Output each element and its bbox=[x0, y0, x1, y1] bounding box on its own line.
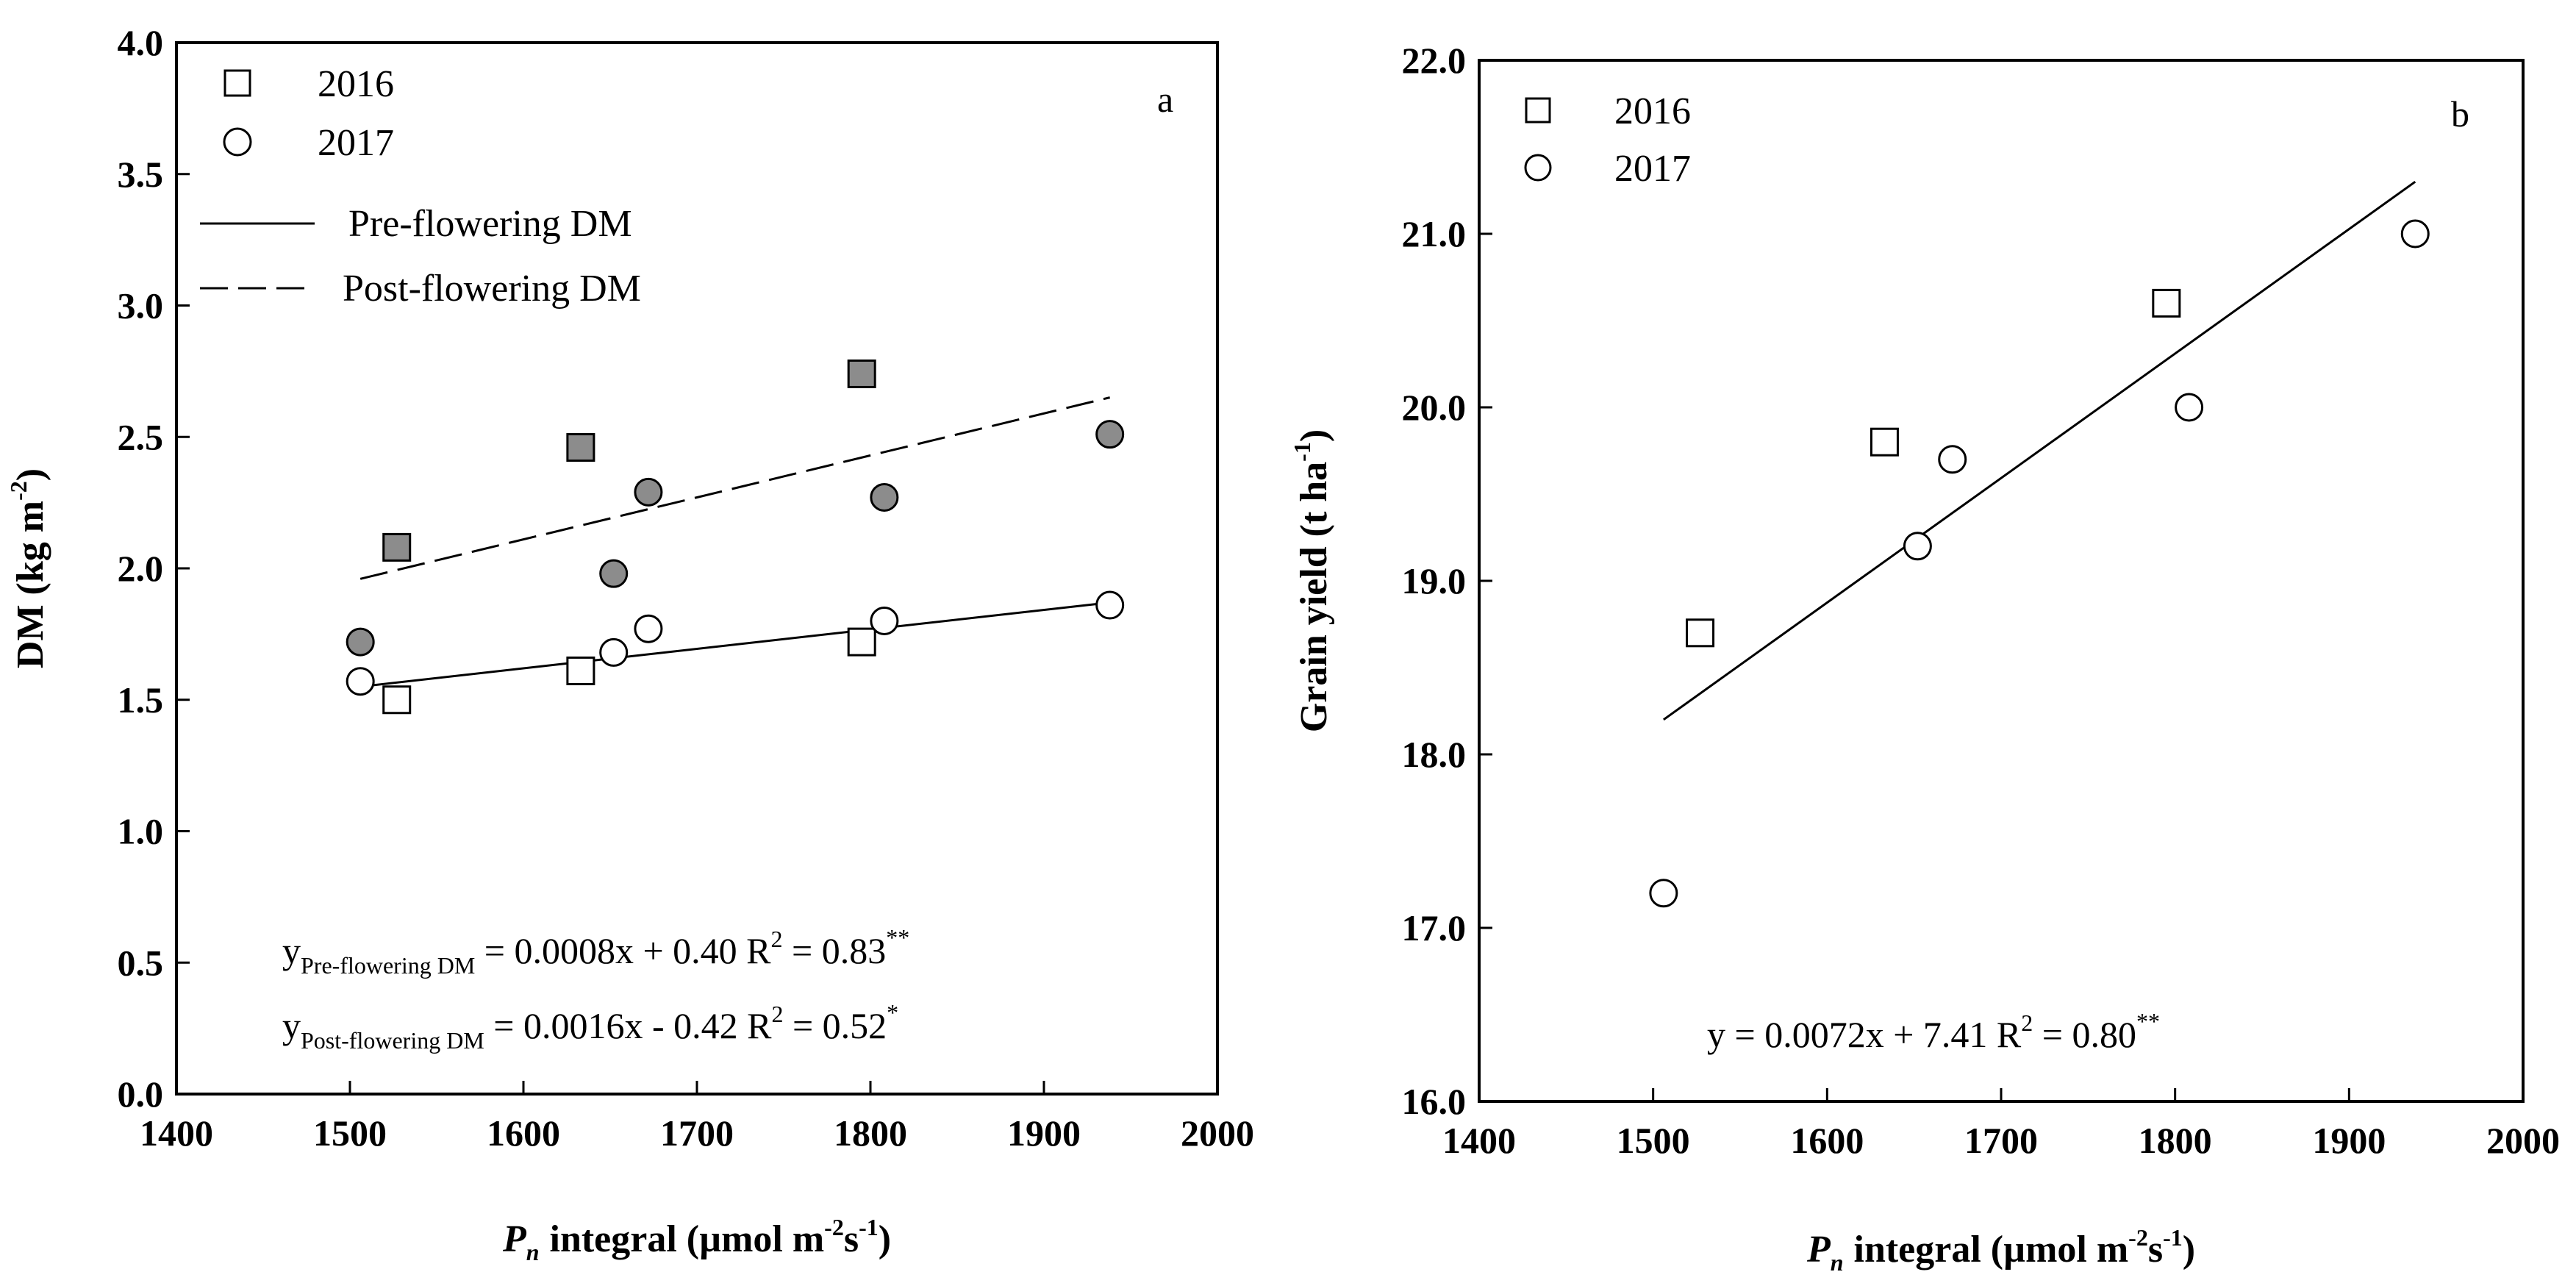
panel-b-points bbox=[1649, 219, 2430, 908]
panel-a-point-circle bbox=[346, 627, 375, 657]
panel-a-x-tick-label: 1600 bbox=[487, 1112, 560, 1154]
panel-b-x-axis-title: Pn integral (µmol m-2s-1) bbox=[1806, 1224, 2195, 1276]
panel-b-y-tick-label: 22.0 bbox=[1402, 40, 1467, 81]
panel-b-ticks: 1400 1500 1600 1700 1800 1900 2000 16.0 17.0 18.0… bbox=[1402, 40, 2561, 1161]
panel-a-fit-line bbox=[359, 601, 1110, 688]
panel-b-point-circle bbox=[1903, 532, 1932, 561]
panel-a-legend: 2016 2017 Pre-flowering DM Post-flowerin… bbox=[200, 63, 641, 310]
panel-b-fit-line bbox=[1662, 180, 2416, 721]
panel-b-x-tick-label: 1500 bbox=[1617, 1120, 1690, 1161]
panel-a-point-circle bbox=[599, 559, 629, 588]
panel-b-point-circle bbox=[2400, 219, 2430, 249]
panel-a-y-tick-label: 4.0 bbox=[118, 22, 164, 63]
panel-a-point-circle bbox=[634, 614, 663, 643]
panel-a-fit-lines bbox=[359, 396, 1111, 688]
panel-b-y-axis-title: Grain yield (t ha-1) bbox=[1289, 429, 1335, 732]
legend-label-2016: 2016 bbox=[1614, 90, 1691, 132]
panel-b-point-square bbox=[2152, 288, 2181, 318]
panel-b-point-circle bbox=[2175, 393, 2204, 422]
panel-a-dm-chart: 1400 1500 1600 1700 1800 1900 2000 0.0 0.5 1.0 1.5… bbox=[5, 22, 1254, 1265]
panel-a-y-tick-label: 1.5 bbox=[118, 679, 164, 721]
panel-a-x-tick-label: 1700 bbox=[660, 1112, 734, 1154]
panel-b-x-tick-label: 1800 bbox=[2139, 1120, 2212, 1161]
panel-a-fit-line bbox=[359, 396, 1111, 580]
panel-a-points bbox=[346, 359, 1125, 715]
panel-a-point-circle bbox=[870, 482, 899, 512]
legend-circle-marker bbox=[1524, 154, 1552, 182]
panel-a-point-circle bbox=[1095, 590, 1125, 620]
panel-b-letter: b bbox=[2451, 93, 2469, 135]
legend-label-pre-flowering: Pre-flowering DM bbox=[348, 203, 632, 245]
panel-a-point-circle bbox=[1095, 420, 1125, 449]
legend-square-marker bbox=[223, 69, 251, 97]
panel-b-x-tick-label: 1700 bbox=[1964, 1120, 2038, 1161]
panel-a-equation-pre: yPre-flowering DM = 0.0008x + 0.40 R2 = … bbox=[282, 924, 909, 979]
panel-b-point-circle bbox=[1649, 879, 1678, 908]
panel-a-point-circle bbox=[346, 667, 375, 696]
panel-b-point-square bbox=[1686, 618, 1715, 648]
panel-a-y-axis-title: DM (kg m-2) bbox=[5, 468, 51, 668]
legend-label-post-flowering: Post-flowering DM bbox=[343, 268, 641, 310]
panel-b-point-circle bbox=[1938, 445, 1967, 474]
panel-a-x-tick-label: 1900 bbox=[1007, 1112, 1081, 1154]
panel-a-x-tick-label: 1400 bbox=[140, 1112, 213, 1154]
panel-a-point-circle bbox=[599, 637, 629, 667]
panel-b-y-tick-label: 19.0 bbox=[1402, 560, 1467, 601]
panel-a-ticks: 1400 1500 1600 1700 1800 1900 2000 0.0 0.5 1.0 1.5… bbox=[118, 22, 1255, 1154]
panel-b-y-tick-label: 17.0 bbox=[1402, 907, 1467, 948]
panel-b-x-tick-label: 1400 bbox=[1442, 1120, 1516, 1161]
legend-label-2016: 2016 bbox=[318, 63, 394, 105]
panel-b-y-tick-label: 20.0 bbox=[1402, 387, 1467, 428]
panel-a-point-square bbox=[382, 685, 412, 715]
panel-b-y-tick-label: 18.0 bbox=[1402, 734, 1467, 775]
panel-b-fit-lines bbox=[1662, 180, 2416, 721]
panel-b-equation: y = 0.0072x + 7.41 R2 = 0.80** bbox=[1707, 1008, 2160, 1055]
panel-a-point-circle bbox=[634, 477, 663, 507]
panel-b-x-tick-label: 2000 bbox=[2486, 1120, 2560, 1161]
panel-b-x-tick-label: 1600 bbox=[1790, 1120, 1864, 1161]
legend-label-2017: 2017 bbox=[1614, 148, 1691, 190]
panel-b-y-tick-label: 16.0 bbox=[1402, 1081, 1467, 1122]
legend-circle-marker bbox=[223, 127, 252, 157]
panel-b-x-tick-label: 1900 bbox=[2312, 1120, 2386, 1161]
panel-b-y-tick-label: 21.0 bbox=[1402, 213, 1467, 254]
panel-a-point-square bbox=[566, 433, 595, 462]
panel-b-grain-yield-chart: 1400 1500 1600 1700 1800 1900 2000 16.0 17.0 18.0… bbox=[1289, 40, 2560, 1276]
panel-a-x-tick-label: 2000 bbox=[1181, 1112, 1254, 1154]
panel-a-y-tick-label: 1.0 bbox=[118, 811, 164, 852]
panel-a-point-square bbox=[847, 359, 876, 388]
panel-a-y-tick-label: 2.0 bbox=[118, 548, 164, 589]
panel-a-y-tick-label: 2.5 bbox=[118, 416, 164, 457]
panel-a-point-circle bbox=[870, 607, 899, 635]
legend-square-marker bbox=[1525, 97, 1551, 124]
panel-a-y-tick-label: 0.5 bbox=[118, 942, 164, 983]
panel-a-y-tick-label: 3.0 bbox=[118, 285, 164, 326]
panel-b-point-square bbox=[1870, 427, 1899, 457]
panel-a-point-square bbox=[847, 627, 876, 657]
panel-a-y-tick-label: 3.5 bbox=[118, 154, 164, 195]
panel-b-legend: 2016 2017 bbox=[1524, 90, 1691, 190]
panel-a-x-tick-label: 1500 bbox=[313, 1112, 387, 1154]
panel-a-equation-post: yPost-flowering DM = 0.0016x - 0.42 R2 =… bbox=[282, 999, 898, 1054]
panel-a-x-axis-title: Pn integral (µmol m-2s-1) bbox=[502, 1214, 891, 1265]
panel-a-y-tick-label: 0.0 bbox=[118, 1073, 164, 1115]
panel-a-letter: a bbox=[1157, 79, 1173, 120]
panel-a-x-tick-label: 1800 bbox=[834, 1112, 907, 1154]
legend-label-2017: 2017 bbox=[318, 122, 394, 164]
panel-a-point-square bbox=[566, 656, 595, 685]
panel-a-point-square bbox=[382, 532, 412, 562]
